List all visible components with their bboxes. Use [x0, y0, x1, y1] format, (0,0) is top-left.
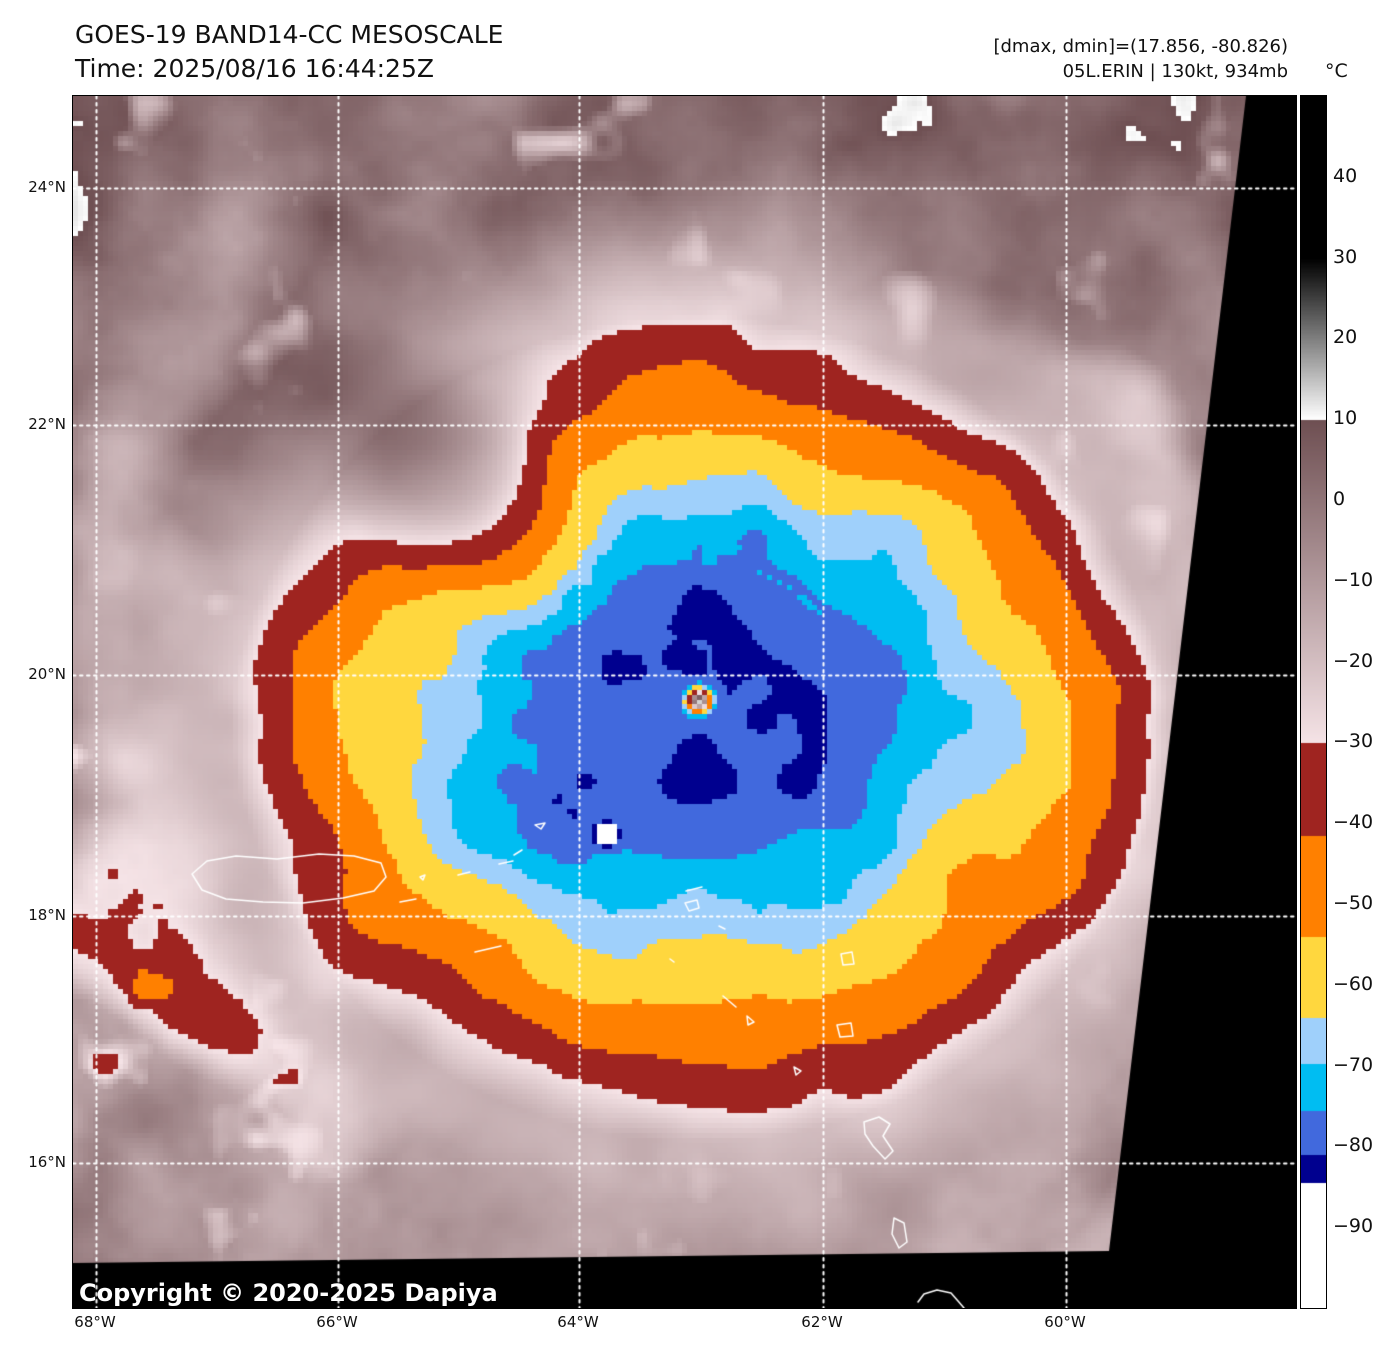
lon-label-68W: 68°W	[74, 1313, 116, 1331]
storm-intensity-readout: 05L.ERIN | 130kt, 934mb	[1062, 61, 1288, 82]
lon-label-64W: 64°W	[557, 1313, 599, 1331]
lat-label-24N: 24°N	[28, 178, 66, 196]
colorbar-tick-20: 20	[1333, 326, 1358, 349]
colorbar-tick--10: −10	[1333, 568, 1374, 591]
lon-label-66W: 66°W	[316, 1313, 358, 1331]
colorbar-tick-0: 0	[1333, 488, 1346, 510]
lon-label-62W: 62°W	[801, 1313, 843, 1331]
figure-timestamp: Time: 2025/08/16 16:44:25Z	[75, 54, 434, 83]
colorbar-canvas	[1301, 96, 1326, 1308]
lat-label-18N: 18°N	[28, 906, 66, 924]
lat-label-20N: 20°N	[28, 665, 66, 683]
satellite-map: Copyright © 2020-2025 Dapiya	[72, 95, 1297, 1309]
lat-label-16N: 16°N	[28, 1153, 66, 1171]
colorbar-tick--60: −60	[1333, 972, 1374, 995]
colorbar-tick-40: 40	[1333, 164, 1358, 187]
lon-label-60W: 60°W	[1044, 1313, 1086, 1331]
copyright-watermark: Copyright © 2020-2025 Dapiya	[79, 1279, 498, 1307]
colorbar-tick--70: −70	[1333, 1053, 1374, 1076]
colorbar-tick-30: 30	[1333, 245, 1358, 268]
colorbar-tick--40: −40	[1333, 811, 1374, 834]
colorbar-tick--90: −90	[1333, 1215, 1374, 1238]
colorbar-tick--50: −50	[1333, 892, 1374, 914]
colorbar-unit-label: °C	[1325, 60, 1348, 82]
data-range-readout: [dmax, dmin]=(17.856, -80.826)	[993, 36, 1288, 57]
satellite-image-canvas	[73, 96, 1296, 1308]
temperature-colorbar	[1300, 95, 1327, 1309]
colorbar-tick--80: −80	[1333, 1134, 1374, 1157]
colorbar-tick--30: −30	[1333, 730, 1374, 753]
colorbar-tick-10: 10	[1333, 407, 1358, 430]
lat-label-22N: 22°N	[28, 415, 66, 433]
figure-title: GOES-19 BAND14-CC MESOSCALE	[75, 20, 504, 49]
colorbar-tick--20: −20	[1333, 649, 1374, 672]
